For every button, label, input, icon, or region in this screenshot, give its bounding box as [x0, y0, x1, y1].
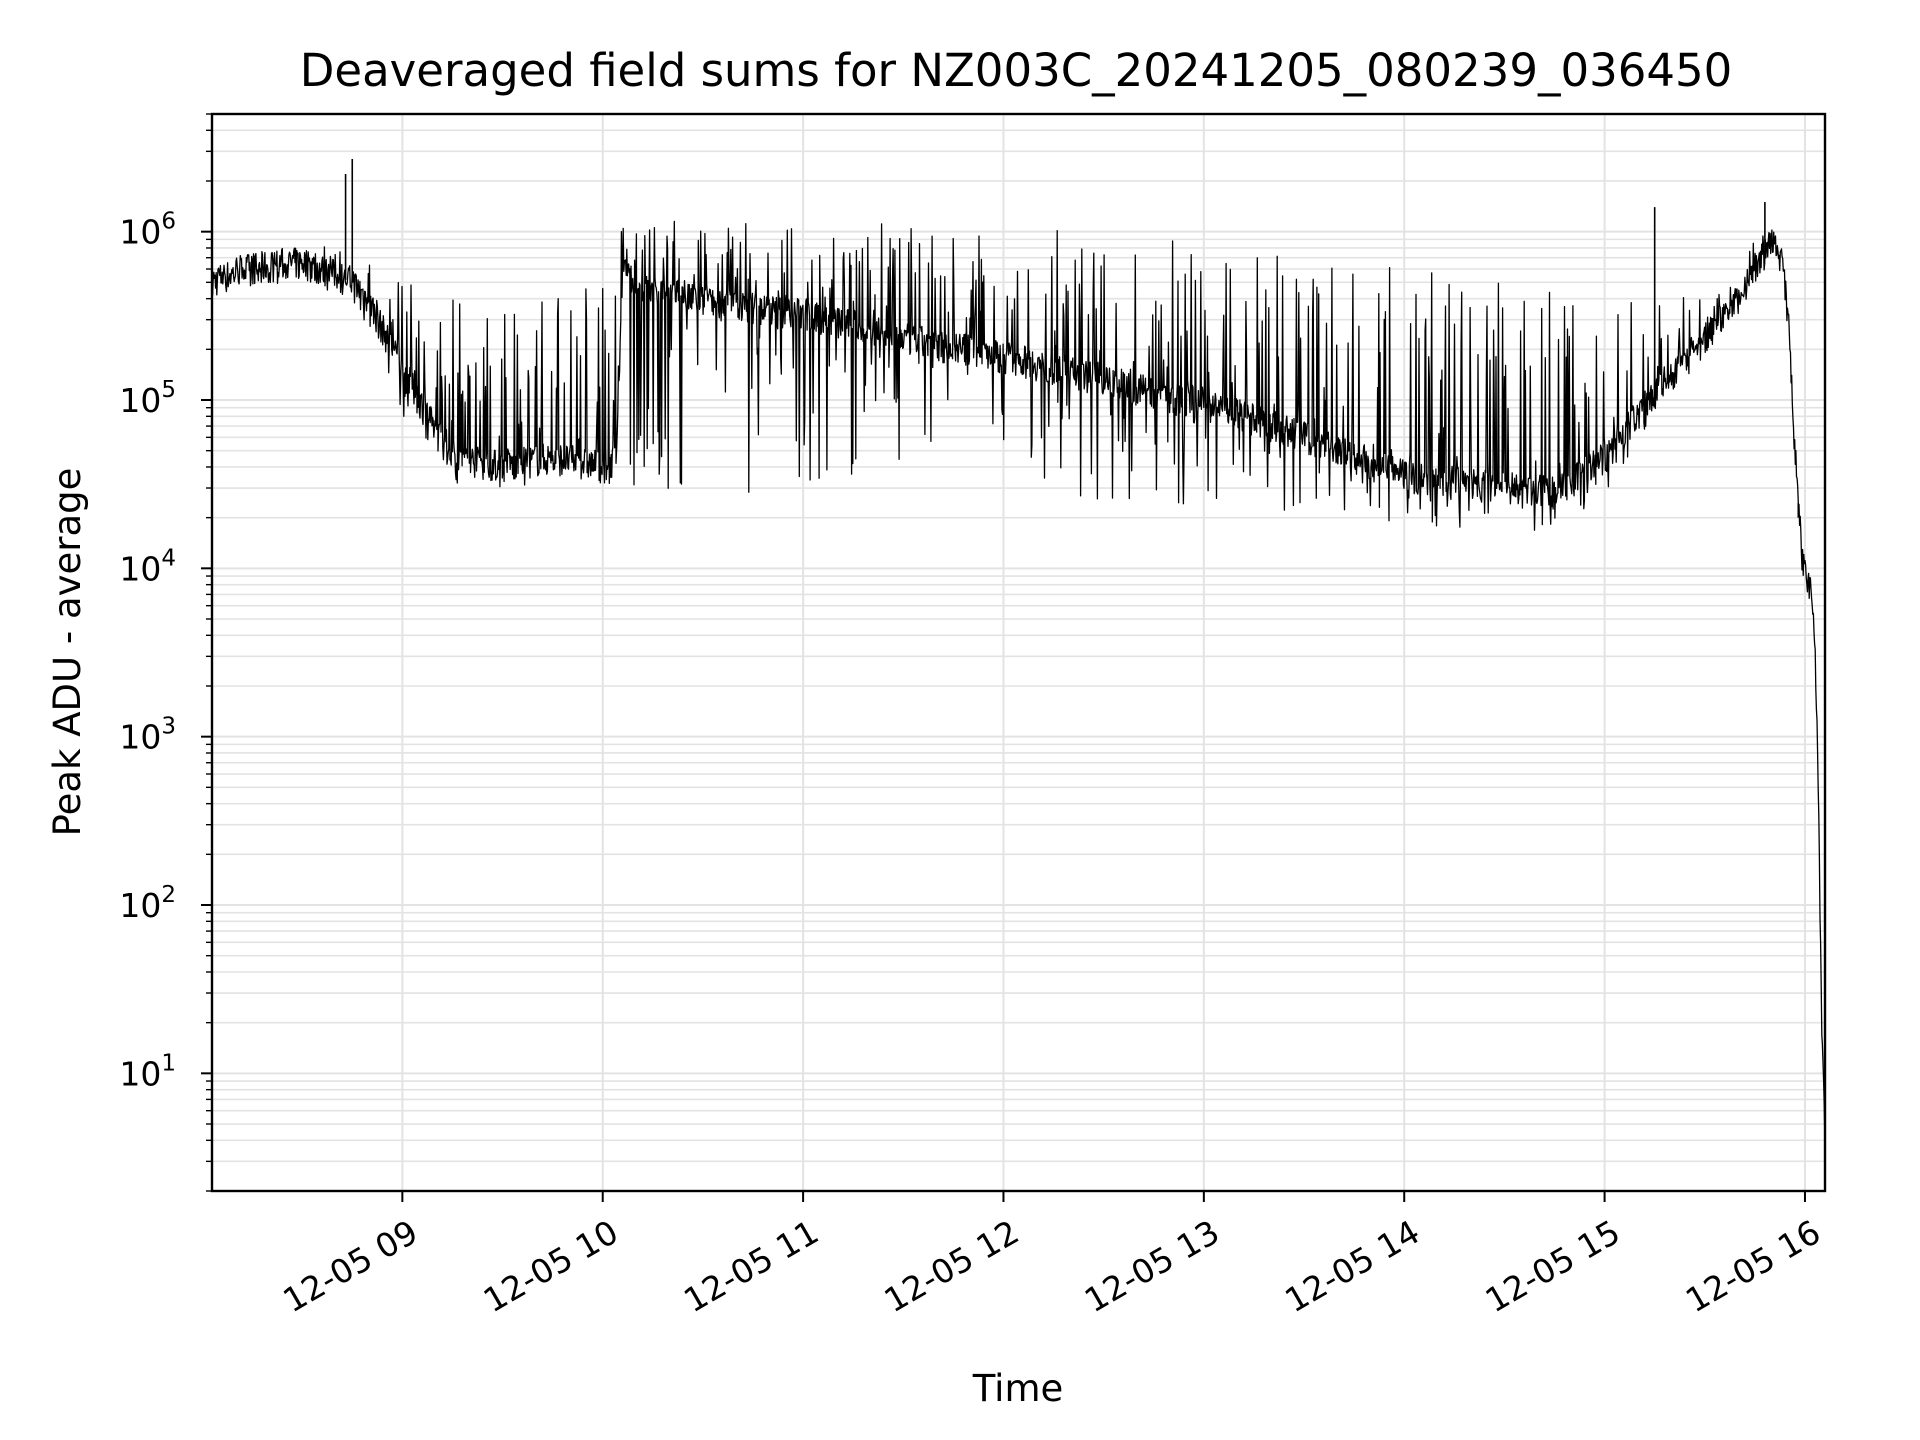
y-axis-title: Peak ADU - average [46, 468, 89, 837]
x-tick-label: 12-05 11 [677, 1212, 825, 1320]
x-tick-label: 12-05 16 [1679, 1212, 1827, 1320]
y-tick-label: 105 [119, 377, 176, 420]
series-line [211, 220, 1826, 1136]
x-tick-label: 12-05 14 [1278, 1212, 1426, 1320]
x-tick-label: 12-05 10 [477, 1212, 625, 1320]
x-tick-label: 12-05 12 [877, 1212, 1025, 1320]
chart-title: Deaveraged field sums for NZ003C_2024120… [300, 44, 1732, 97]
y-tick-label: 106 [119, 209, 176, 252]
data-line [211, 159, 1826, 1136]
x-tick-label: 12-05 13 [1078, 1212, 1226, 1320]
plot-area-frame [210, 112, 1827, 1193]
y-tick-label: 102 [119, 882, 176, 925]
y-tick-label: 101 [119, 1050, 176, 1093]
y-tick-label: 103 [119, 714, 176, 757]
x-tick-label: 12-05 09 [276, 1212, 424, 1320]
y-tick-label: 104 [119, 545, 176, 588]
y-axis: 101 102 103 104 105 106 [119, 113, 212, 1192]
x-axis-title: Time [972, 1367, 1064, 1410]
x-axis: 12-05 09 12-05 10 12-05 11 12-05 12 12-05 13… [276, 1191, 1827, 1320]
x-tick-label: 12-05 15 [1479, 1212, 1627, 1320]
grid [212, 113, 1825, 1192]
